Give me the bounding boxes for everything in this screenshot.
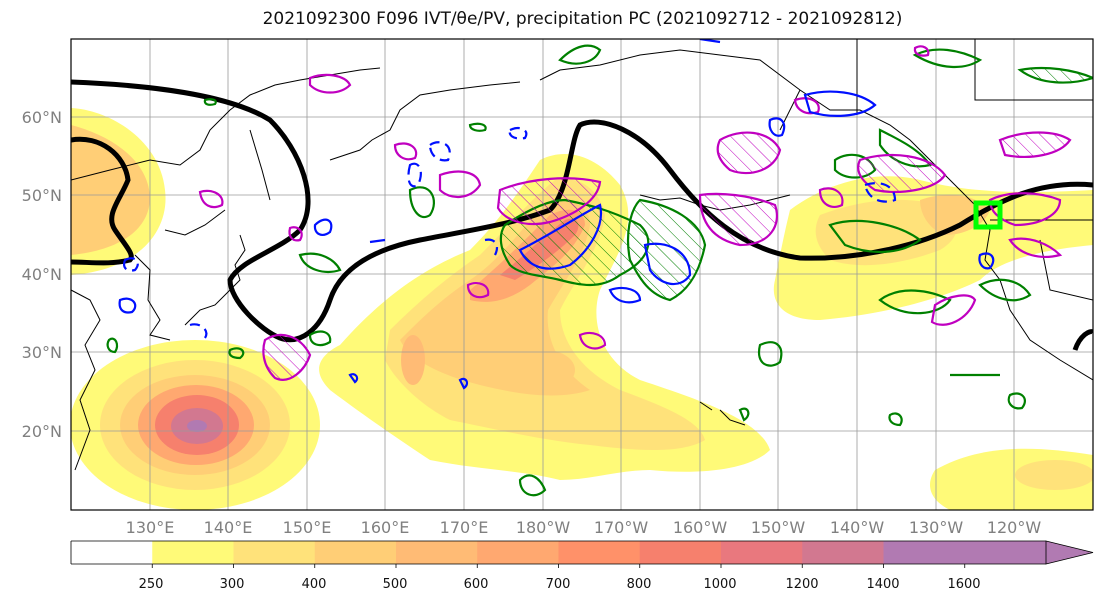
cb-tick-700: 700	[546, 577, 571, 592]
lat-label-20: 20°N	[22, 422, 62, 441]
cb-tick-500: 500	[383, 577, 408, 592]
lon-label-140w: 140°W	[830, 518, 885, 537]
graticule	[71, 39, 1093, 510]
lon-label-160e: 160°E	[361, 518, 410, 537]
cb-tick-1400: 1400	[866, 577, 899, 592]
colorbar-segment	[802, 541, 884, 564]
theta-e-warm-contours	[198, 45, 1072, 381]
colorbar-ticks: 250 300 400 500 600 700 800 1000 1200 14…	[139, 577, 981, 592]
lon-label-130w: 130°W	[909, 518, 964, 537]
cb-tick-1200: 1200	[785, 577, 818, 592]
colorbar-segment	[721, 541, 803, 564]
lon-label-140e: 140°E	[204, 518, 253, 537]
colorbar-segment	[883, 541, 966, 564]
lat-labels: 60°N 50°N 40°N 30°N 20°N	[22, 108, 62, 441]
colorbar-segment	[233, 541, 316, 564]
cb-tick-600: 600	[464, 577, 489, 592]
colorbar-segment	[314, 541, 397, 564]
colorbar-segment	[152, 541, 234, 564]
lon-label-150w: 150°W	[751, 518, 806, 537]
pv-contour	[71, 79, 1093, 351]
theta-e-cold-contours	[118, 39, 995, 390]
colorbar-extend-arrow	[1045, 540, 1094, 565]
lon-label-160w: 160°W	[673, 518, 728, 537]
cb-tick-1600: 1600	[947, 577, 980, 592]
lat-label-60: 60°N	[22, 108, 62, 127]
colorbar-segment	[477, 541, 559, 564]
lon-label-130e: 130°E	[126, 518, 175, 537]
lon-label-120w: 120°W	[987, 518, 1042, 537]
cb-tick-1000: 1000	[703, 577, 736, 592]
cb-tick-800: 800	[627, 577, 652, 592]
cb-tick-400: 400	[302, 577, 327, 592]
highlight-box	[973, 200, 1003, 230]
cb-tick-300: 300	[220, 577, 245, 592]
lat-label-30: 30°N	[22, 343, 62, 362]
map-panel	[71, 39, 1093, 510]
lon-label-180w: 180°W	[516, 518, 571, 537]
lon-label-170e: 170°E	[440, 518, 489, 537]
colorbar-segment	[71, 541, 153, 564]
map-frame	[70, 38, 1094, 511]
lat-label-50: 50°N	[22, 186, 62, 205]
lon-label-150e: 150°E	[283, 518, 332, 537]
colorbar-segment	[396, 541, 478, 564]
lon-label-170w: 170°W	[594, 518, 649, 537]
colorbar-segment	[964, 541, 1047, 564]
colorbar-segment	[639, 541, 722, 564]
map-title: 2021092300 F096 IVT/θe/PV, precipitation…	[262, 9, 903, 29]
colorbar-segment	[558, 541, 641, 564]
lon-labels: 130°E 140°E 150°E 160°E 170°E 180°W 170°…	[126, 518, 1042, 537]
colorbar	[70, 540, 1094, 568]
cb-tick-250: 250	[139, 577, 164, 592]
lat-label-40: 40°N	[22, 265, 62, 284]
